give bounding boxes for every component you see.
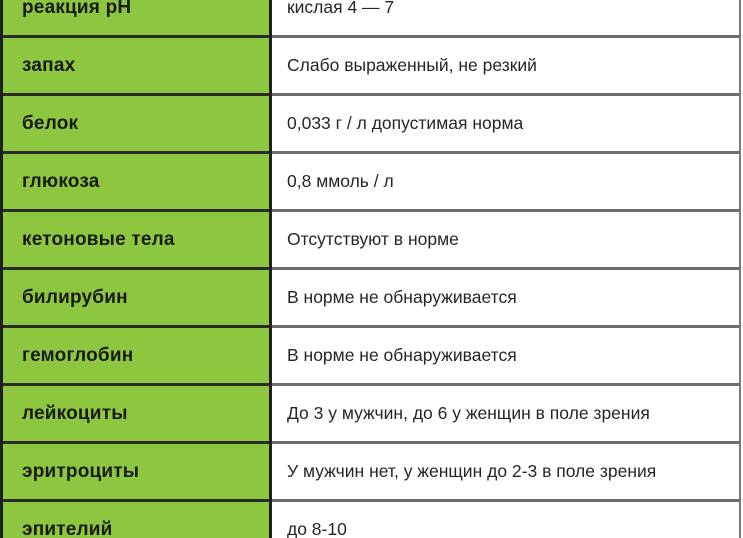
parameter-name-cell: запах — [3, 38, 272, 96]
parameter-value-cell: До 3 у мужчин, до 6 у женщин в поле зрен… — [272, 386, 739, 444]
table-row: глюкоза 0,8 ммоль / л — [3, 154, 739, 212]
parameter-name-cell: кетоновые тела — [3, 212, 272, 270]
parameter-name-cell: билирубин — [3, 270, 272, 328]
parameter-value-cell: В норме не обнаруживается — [272, 328, 739, 386]
parameter-name-cell: лейкоциты — [3, 386, 272, 444]
table-row: гемоглобин В норме не обнаруживается — [3, 328, 739, 386]
parameter-name-cell: гемоглобин — [3, 328, 272, 386]
table-row: билирубин В норме не обнаруживается — [3, 270, 739, 328]
parameter-value-cell: кислая 4 — 7 — [272, 0, 739, 38]
parameter-value-cell: 0,8 ммоль / л — [272, 154, 739, 212]
parameter-name-cell: реакция pH — [3, 0, 272, 38]
parameter-value-cell: В норме не обнаруживается — [272, 270, 739, 328]
parameter-value-cell: У мужчин нет, у женщин до 2-3 в поле зре… — [272, 444, 739, 502]
parameter-name-cell: эпителий — [3, 502, 272, 538]
table-row: реакция pH кислая 4 — 7 — [3, 0, 739, 38]
parameter-name-cell: белок — [3, 96, 272, 154]
table-row: белок 0,033 г / л допустимая норма — [3, 96, 739, 154]
parameter-name-cell: эритроциты — [3, 444, 272, 502]
table-row: запах Слабо выраженный, не резкий — [3, 38, 739, 96]
table-row: эпителий до 8-10 — [3, 502, 739, 538]
parameter-value-cell: 0,033 г / л допустимая норма — [272, 96, 739, 154]
parameter-value-cell: Слабо выраженный, не резкий — [272, 38, 739, 96]
table-row: кетоновые тела Отсутствуют в норме — [3, 212, 739, 270]
table-row: лейкоциты До 3 у мужчин, до 6 у женщин в… — [3, 386, 739, 444]
parameter-name-cell: глюкоза — [3, 154, 272, 212]
parameter-value-cell: до 8-10 — [272, 502, 739, 538]
table-row: эритроциты У мужчин нет, у женщин до 2-3… — [3, 444, 739, 502]
parameter-value-cell: Отсутствуют в норме — [272, 212, 739, 270]
